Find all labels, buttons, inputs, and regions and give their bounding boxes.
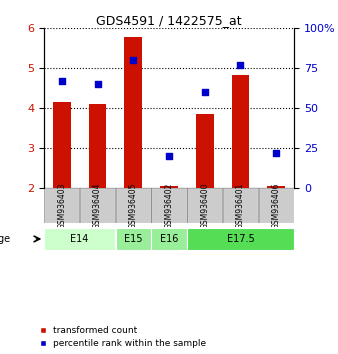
Bar bbox=[160, 185, 178, 188]
Text: GSM936403: GSM936403 bbox=[57, 182, 66, 229]
Title: GDS4591 / 1422575_at: GDS4591 / 1422575_at bbox=[96, 14, 242, 27]
Bar bbox=[223, 188, 258, 223]
Bar bbox=[44, 188, 79, 223]
Bar bbox=[116, 188, 151, 223]
Text: E16: E16 bbox=[160, 234, 178, 244]
Text: GSM936401: GSM936401 bbox=[236, 182, 245, 229]
Bar bbox=[151, 228, 187, 250]
Point bbox=[238, 62, 243, 68]
Text: GSM936402: GSM936402 bbox=[165, 182, 173, 229]
Point bbox=[130, 57, 136, 63]
Bar bbox=[151, 188, 187, 223]
Point bbox=[59, 78, 65, 84]
Text: GSM936405: GSM936405 bbox=[129, 182, 138, 229]
Bar bbox=[53, 102, 71, 188]
Text: GSM936404: GSM936404 bbox=[93, 182, 102, 229]
Bar bbox=[187, 188, 222, 223]
Bar bbox=[116, 228, 151, 250]
Point bbox=[202, 89, 208, 95]
Bar bbox=[267, 185, 285, 188]
Bar bbox=[187, 228, 294, 250]
Bar bbox=[124, 37, 142, 188]
Legend: transformed count, percentile rank within the sample: transformed count, percentile rank withi… bbox=[38, 324, 208, 349]
Text: age: age bbox=[0, 234, 10, 244]
Text: E17.5: E17.5 bbox=[226, 234, 254, 244]
Point bbox=[95, 81, 100, 87]
Bar bbox=[89, 104, 106, 188]
Text: GSM936400: GSM936400 bbox=[200, 182, 209, 229]
Text: GSM936406: GSM936406 bbox=[272, 182, 281, 229]
Bar bbox=[196, 114, 214, 188]
Bar bbox=[232, 75, 249, 188]
Text: E14: E14 bbox=[71, 234, 89, 244]
Bar bbox=[44, 228, 115, 250]
Bar bbox=[80, 188, 115, 223]
Text: E15: E15 bbox=[124, 234, 143, 244]
Bar bbox=[259, 188, 294, 223]
Point bbox=[273, 150, 279, 155]
Point bbox=[166, 153, 172, 159]
